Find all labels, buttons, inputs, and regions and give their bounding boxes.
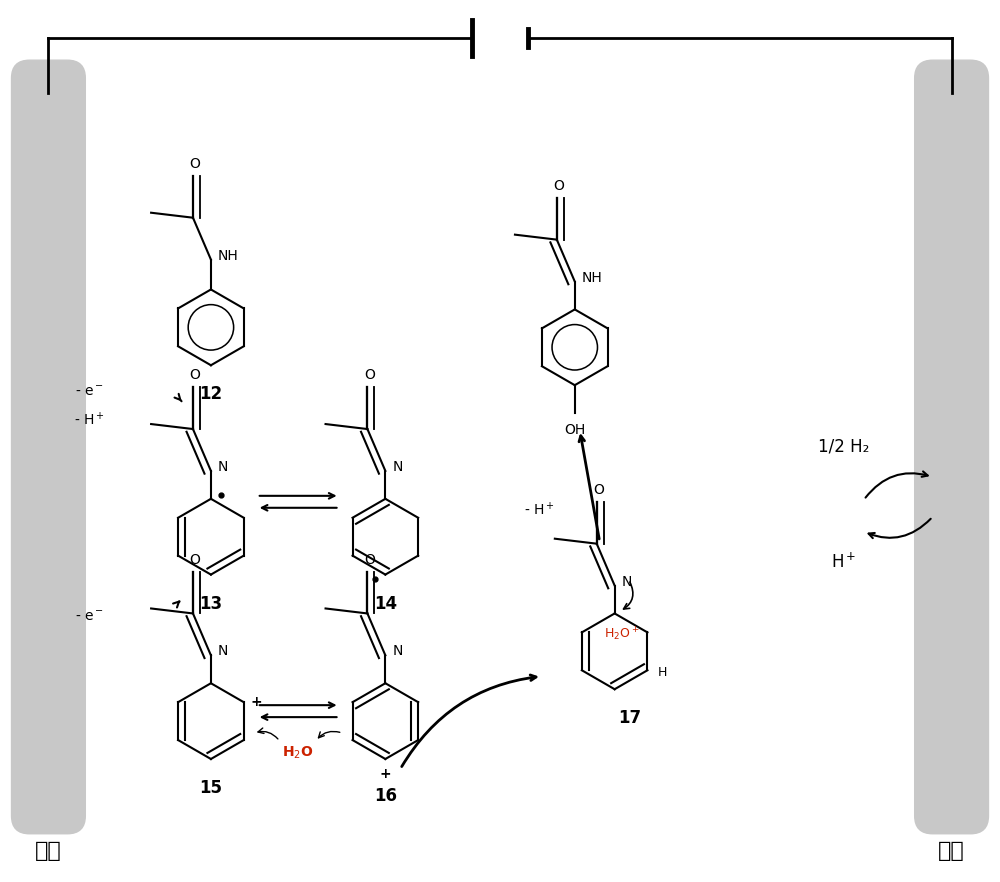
FancyBboxPatch shape (915, 60, 988, 833)
Text: O: O (593, 482, 604, 497)
Text: 阴极: 阴极 (938, 841, 965, 861)
Text: O: O (553, 179, 564, 193)
Text: OH: OH (564, 423, 585, 437)
Text: 13: 13 (199, 594, 222, 612)
FancyBboxPatch shape (12, 60, 85, 833)
Text: O: O (364, 368, 375, 382)
Text: H$_2$O$^+$: H$_2$O$^+$ (604, 625, 639, 643)
Text: 阳极: 阳极 (35, 841, 62, 861)
Text: O: O (364, 553, 375, 566)
Text: - H$^+$: - H$^+$ (524, 501, 555, 519)
Text: H$^+$: H$^+$ (831, 552, 857, 572)
Text: O: O (190, 553, 200, 566)
Text: 12: 12 (199, 385, 222, 403)
Text: +: + (251, 695, 262, 709)
Text: - e$^-$: - e$^-$ (75, 609, 104, 624)
Text: - e$^-$: - e$^-$ (75, 385, 104, 400)
Text: 17: 17 (618, 709, 641, 727)
Text: 15: 15 (199, 779, 222, 797)
Text: 14: 14 (374, 594, 397, 612)
Text: N: N (392, 460, 403, 474)
Text: N: N (622, 574, 632, 588)
Text: N: N (392, 645, 403, 658)
Text: H$_2$O: H$_2$O (282, 744, 313, 761)
Text: O: O (190, 368, 200, 382)
Text: N: N (218, 645, 228, 658)
Text: NH: NH (218, 249, 239, 263)
Text: O: O (190, 157, 200, 171)
Text: - H$^+$: - H$^+$ (74, 411, 105, 429)
Text: +: + (380, 767, 391, 781)
Text: N: N (218, 460, 228, 474)
Text: H: H (657, 666, 667, 679)
Text: 16: 16 (374, 787, 397, 805)
Text: NH: NH (582, 271, 602, 285)
Text: 1/2 H₂: 1/2 H₂ (818, 438, 870, 456)
